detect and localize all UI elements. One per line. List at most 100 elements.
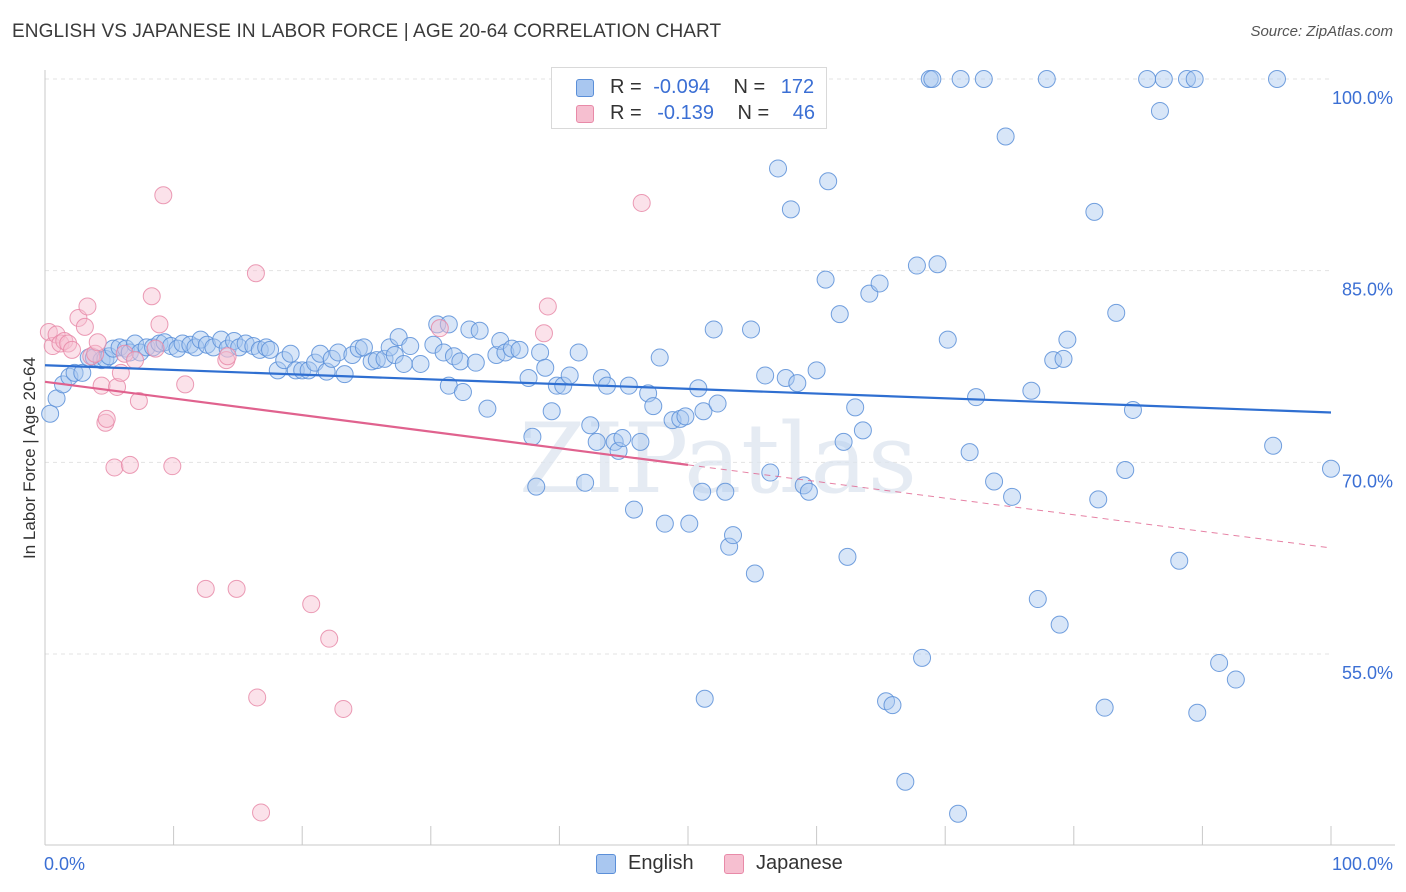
- english-n-value: 172: [780, 76, 815, 98]
- japanese-point: [248, 688, 267, 707]
- english-point: [375, 349, 394, 368]
- japanese-points: [39, 186, 651, 822]
- english-point: [1058, 330, 1077, 349]
- english-point: [761, 463, 780, 482]
- english-point: [781, 200, 800, 219]
- english-point: [510, 340, 529, 359]
- english-point: [1054, 349, 1073, 368]
- english-point: [1095, 698, 1114, 717]
- japanese-point: [227, 579, 246, 598]
- english-point: [41, 404, 60, 423]
- english-point: [411, 354, 430, 373]
- english-point: [581, 416, 600, 435]
- japanese-point: [252, 803, 271, 822]
- english-point: [716, 482, 735, 501]
- english-point: [439, 315, 458, 334]
- english-point: [693, 482, 712, 501]
- japanese-point: [632, 193, 651, 212]
- japanese-legend-swatch: [724, 854, 744, 874]
- japanese-point: [163, 457, 182, 476]
- english-point: [907, 256, 926, 275]
- english-point: [853, 421, 872, 440]
- japanese-n-label: N =: [737, 102, 770, 124]
- chart-title: ENGLISH VS JAPANESE IN LABOR FORCE | AGE…: [12, 21, 722, 42]
- japanese-point: [75, 317, 94, 336]
- english-point: [613, 429, 632, 448]
- english-point: [261, 340, 280, 359]
- english-point: [65, 363, 84, 382]
- english-trend-line: [44, 364, 1332, 414]
- japanese-point: [120, 455, 139, 474]
- english-n-label: N =: [733, 76, 766, 98]
- english-point: [1188, 703, 1207, 722]
- japanese-point: [176, 375, 195, 394]
- english-point: [650, 348, 669, 367]
- english-point: [542, 402, 561, 421]
- english-point: [680, 514, 699, 533]
- english-point: [1022, 381, 1041, 400]
- japanese-point: [150, 315, 169, 334]
- english-point: [451, 352, 470, 371]
- japanese-trend-line: [44, 380, 689, 466]
- japanese-point: [430, 319, 449, 338]
- y-tick-label: 55.0%: [1342, 663, 1393, 683]
- japanese-point: [302, 595, 321, 614]
- english-point: [838, 547, 857, 566]
- english-point: [1154, 70, 1173, 88]
- english-point: [1138, 70, 1157, 88]
- english-point: [951, 70, 970, 88]
- english-point: [724, 526, 743, 545]
- english-point: [830, 305, 849, 324]
- english-point: [1116, 461, 1135, 479]
- english-r-value: -0.094: [653, 76, 710, 98]
- english-point: [367, 351, 386, 370]
- japanese-point: [196, 579, 215, 598]
- japanese-point: [92, 376, 111, 395]
- y-axis-label: In Labor Force | Age 20-64: [20, 357, 39, 559]
- english-legend-swatch: [596, 854, 616, 874]
- english-point: [834, 432, 853, 451]
- english-point: [1085, 202, 1104, 221]
- english-point: [996, 127, 1015, 146]
- grid-lines: [45, 78, 1331, 655]
- english-point: [424, 335, 443, 354]
- english-point: [329, 343, 348, 362]
- english-point: [275, 351, 294, 370]
- english-point: [655, 514, 674, 533]
- english-point: [720, 537, 739, 556]
- english-point: [846, 398, 865, 417]
- english-point: [1210, 653, 1229, 672]
- english-point: [769, 159, 788, 178]
- english-point: [819, 172, 838, 191]
- english-point: [1177, 70, 1196, 88]
- english-point: [1037, 70, 1056, 88]
- english-point: [354, 338, 373, 357]
- japanese-point: [126, 351, 145, 370]
- english-point: [1150, 101, 1169, 120]
- english-point: [322, 349, 341, 368]
- english-point: [453, 383, 472, 402]
- english-point: [985, 472, 1004, 491]
- japanese-point: [142, 287, 161, 306]
- english-point: [1267, 70, 1286, 88]
- japanese-point: [146, 339, 165, 358]
- english-point: [816, 270, 835, 289]
- english-point: [695, 689, 714, 708]
- x-tick-label: 0.0%: [44, 854, 85, 874]
- english-point: [624, 500, 643, 519]
- english-point: [896, 772, 915, 791]
- y-tick-label: 85.0%: [1342, 280, 1393, 300]
- japanese-swatch: [576, 105, 594, 123]
- english-point: [212, 330, 231, 349]
- english-point: [560, 366, 579, 385]
- watermark: ZIPatlas: [519, 403, 917, 515]
- english-point: [644, 397, 663, 416]
- english-point: [1107, 303, 1126, 322]
- english-point: [335, 365, 354, 384]
- english-point: [527, 477, 546, 496]
- english-point: [1226, 670, 1245, 689]
- english-point: [870, 274, 889, 293]
- english-point: [204, 338, 223, 357]
- english-point: [776, 369, 795, 387]
- source-label: Source: ZipAtlas.com: [1250, 23, 1393, 40]
